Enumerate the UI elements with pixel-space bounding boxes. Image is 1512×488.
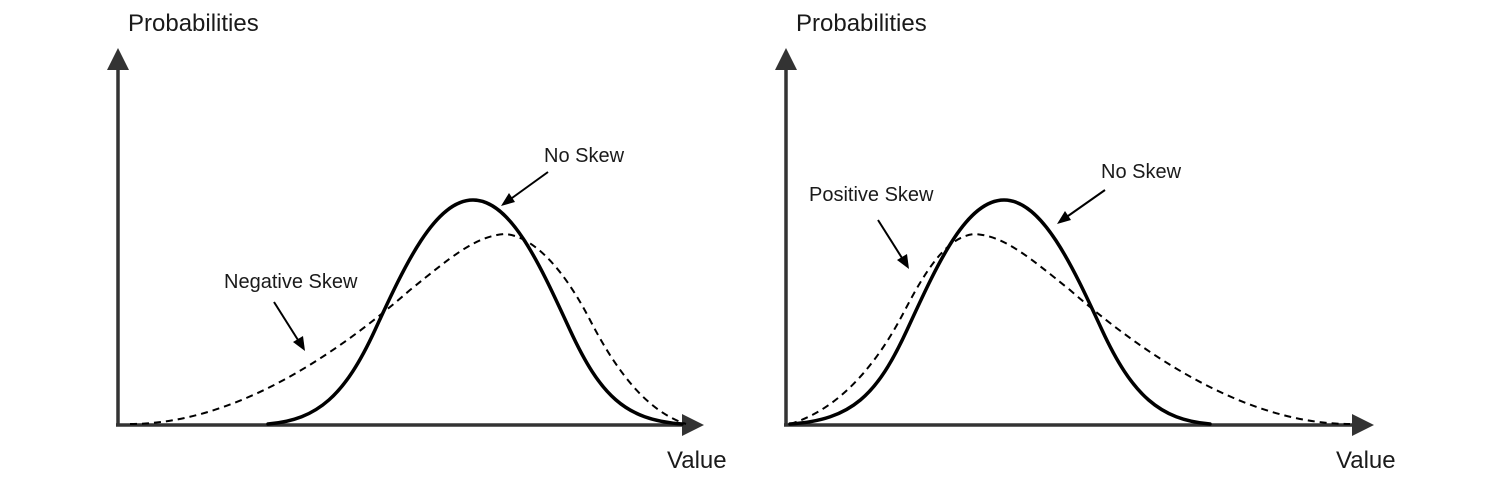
- right-no-skew-arrow: [1057, 189, 1106, 224]
- right-y-axis-label: Probabilities: [796, 10, 927, 37]
- left-y-axis-arrowhead: [107, 48, 129, 70]
- right-y-axis-arrowhead: [775, 48, 797, 70]
- left-no-skew-label: No Skew: [544, 145, 625, 167]
- left-no-skew-arrow: [501, 171, 549, 206]
- right-no-skew-label: No Skew: [1101, 161, 1182, 183]
- right-x-axis-label: Value: [1336, 447, 1396, 474]
- left-negative-skew-curve: [129, 232, 687, 425]
- left-panel: Probabilities Value No Skew Negative Ske…: [107, 10, 727, 474]
- right-no-skew-curve: [788, 198, 1212, 426]
- left-y-axis-label: Probabilities: [128, 10, 259, 37]
- left-no-skew-curve: [266, 198, 684, 426]
- left-negative-skew-arrow: [273, 301, 305, 351]
- right-axes: [775, 48, 1374, 436]
- right-positive-skew-label: Positive Skew: [809, 184, 934, 206]
- left-axes: [107, 48, 704, 436]
- right-positive-skew-curve: [789, 232, 1351, 425]
- left-x-axis-label: Value: [667, 447, 727, 474]
- left-x-axis-arrowhead: [682, 414, 704, 436]
- right-x-axis-arrowhead: [1352, 414, 1374, 436]
- left-negative-skew-label: Negative Skew: [224, 271, 358, 293]
- right-panel: Probabilities Value Positive Skew No Ske…: [775, 10, 1396, 474]
- right-positive-skew-arrow: [877, 219, 909, 269]
